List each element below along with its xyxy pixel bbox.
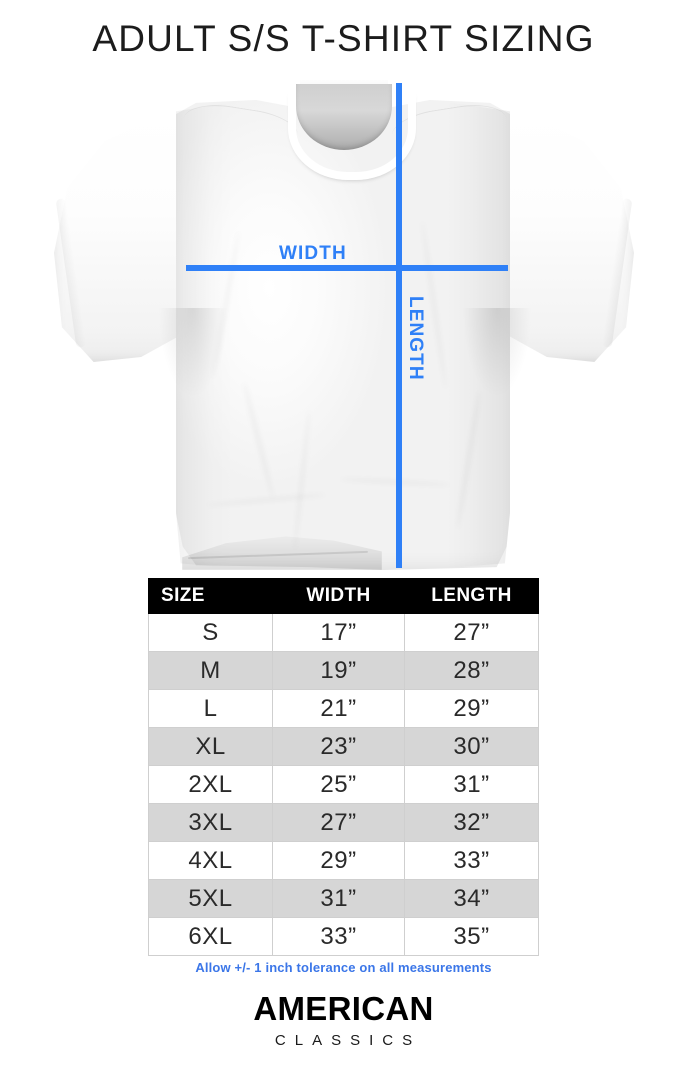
cell-length: 29” bbox=[404, 689, 539, 728]
cell-size: 2XL bbox=[148, 765, 273, 804]
tolerance-note: Allow +/- 1 inch tolerance on all measur… bbox=[195, 960, 492, 975]
table-row: 5XL 31” 34” bbox=[148, 879, 539, 918]
brand-logo: AMERICAN CLASSICS bbox=[0, 992, 687, 1049]
table-row: L 21” 29” bbox=[148, 689, 539, 728]
shirt-body-shade-right bbox=[446, 102, 510, 568]
cell-length: 28” bbox=[404, 651, 539, 690]
length-label: LENGTH bbox=[405, 296, 426, 381]
brand-subtitle: CLASSICS bbox=[274, 1032, 422, 1049]
collar-ribbing bbox=[288, 90, 416, 180]
cell-size: 4XL bbox=[148, 841, 273, 880]
size-chart-table: SIZE WIDTH LENGTH S 17” 27” M 19” 28” L … bbox=[148, 578, 539, 956]
measurement-overlay: WIDTH LENGTH bbox=[0, 80, 687, 570]
cell-size: L bbox=[148, 689, 273, 728]
cell-width: 17” bbox=[272, 613, 405, 652]
cell-size: 5XL bbox=[148, 879, 273, 918]
cell-width: 21” bbox=[272, 689, 405, 728]
column-header-width: WIDTH bbox=[272, 578, 405, 614]
cell-length: 34” bbox=[404, 879, 539, 918]
table-row: XL 23” 30” bbox=[148, 727, 539, 766]
cell-size: 3XL bbox=[148, 803, 273, 842]
shirt-armpit-right bbox=[462, 308, 532, 398]
column-header-length: LENGTH bbox=[404, 578, 539, 614]
cell-width: 23” bbox=[272, 727, 405, 766]
table-row: S 17” 27” bbox=[148, 613, 539, 652]
cell-length: 30” bbox=[404, 727, 539, 766]
tshirt-photo bbox=[0, 80, 687, 570]
page-title: ADULT S/S T-SHIRT SIZING bbox=[92, 18, 595, 59]
cell-width: 25” bbox=[272, 765, 405, 804]
brand-name: AMERICAN bbox=[253, 990, 434, 1027]
cell-length: 31” bbox=[404, 765, 539, 804]
cell-size: 6XL bbox=[148, 917, 273, 956]
table-row: 3XL 27” 32” bbox=[148, 803, 539, 842]
cell-size: M bbox=[148, 651, 273, 690]
tshirt-diagram: WIDTH LENGTH bbox=[0, 80, 687, 570]
cell-length: 32” bbox=[404, 803, 539, 842]
cell-width: 31” bbox=[272, 879, 405, 918]
cell-length: 35” bbox=[404, 917, 539, 956]
shirt-body-shade-left bbox=[176, 102, 234, 568]
table-row: M 19” 28” bbox=[148, 651, 539, 690]
length-measure-line bbox=[396, 83, 402, 568]
width-label: WIDTH bbox=[279, 243, 347, 264]
width-measure-line bbox=[186, 265, 508, 271]
cell-width: 33” bbox=[272, 917, 405, 956]
cell-width: 27” bbox=[272, 803, 405, 842]
cell-size: S bbox=[148, 613, 273, 652]
cell-length: 33” bbox=[404, 841, 539, 880]
table-header-row: SIZE WIDTH LENGTH bbox=[148, 578, 539, 614]
table-row: 2XL 25” 31” bbox=[148, 765, 539, 804]
cell-size: XL bbox=[148, 727, 273, 766]
cell-width: 29” bbox=[272, 841, 405, 880]
table-row: 6XL 33” 35” bbox=[148, 917, 539, 956]
table-row: 4XL 29” 33” bbox=[148, 841, 539, 880]
column-header-size: SIZE bbox=[148, 578, 273, 614]
cell-width: 19” bbox=[272, 651, 405, 690]
cell-length: 27” bbox=[404, 613, 539, 652]
shirt-armpit-left bbox=[158, 308, 228, 398]
